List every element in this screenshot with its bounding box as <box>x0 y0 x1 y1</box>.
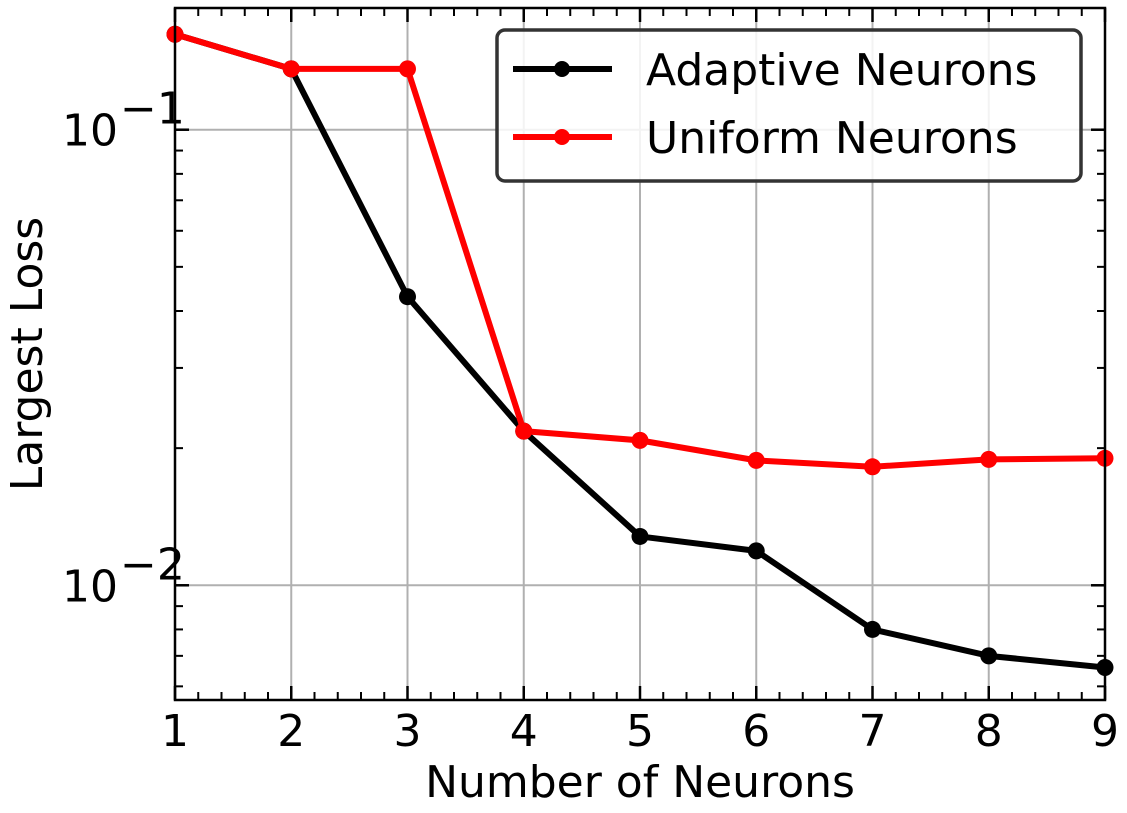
legend-box <box>495 28 1083 183</box>
y-tick-label: 10 −2 <box>62 539 185 612</box>
y-tick-label: 10 −1 <box>62 84 185 157</box>
y-tick-labels: 10−110−2 <box>62 84 185 613</box>
series-lines <box>166 25 1114 676</box>
data-point <box>631 527 649 545</box>
legend-label-adaptive: Adaptive Neurons <box>646 45 1037 96</box>
data-point <box>980 647 998 665</box>
x-tick-labels: 1 2 3 4 5 6 7 8 9 <box>161 706 1119 757</box>
data-point <box>399 60 416 78</box>
data-point <box>399 288 416 306</box>
y-axis-label: Largest Loss <box>2 217 53 491</box>
legend: Adaptive Neurons Uniform Neurons <box>495 28 1083 183</box>
data-point <box>515 422 533 440</box>
data-point <box>631 431 649 449</box>
data-point <box>282 60 300 78</box>
x-tick-label: 3 <box>394 706 422 757</box>
data-point <box>747 451 765 469</box>
data-point <box>864 620 881 638</box>
data-point <box>864 458 881 476</box>
data-point <box>747 542 765 560</box>
x-tick-label: 4 <box>510 706 538 757</box>
x-tick-label: 6 <box>742 706 770 757</box>
series-uniform <box>166 25 1114 476</box>
y-tick-label-base: 10 <box>62 106 118 157</box>
legend-swatch-adaptive-marker <box>554 61 570 77</box>
x-tick-label: 5 <box>626 706 654 757</box>
x-tick-label: 1 <box>161 706 189 757</box>
axis-ticks <box>173 8 1107 700</box>
legend-swatch-uniform-marker <box>554 129 570 145</box>
x-axis-label: Number of Neurons <box>425 757 855 808</box>
x-tick-label: 9 <box>1091 706 1119 757</box>
x-tick-label: 2 <box>277 706 305 757</box>
x-tick-label: 8 <box>975 706 1003 757</box>
y-tick-label-exponent: −2 <box>120 539 185 590</box>
data-point <box>980 450 998 468</box>
legend-label-uniform: Uniform Neurons <box>646 113 1018 164</box>
x-tick-label: 7 <box>859 706 887 757</box>
y-tick-label-base: 10 <box>62 561 118 612</box>
y-tick-label-exponent: −1 <box>120 84 185 135</box>
